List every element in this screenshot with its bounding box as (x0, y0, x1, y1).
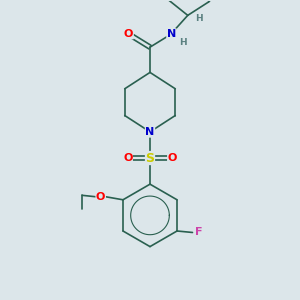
Text: N: N (146, 127, 154, 137)
Text: N: N (167, 29, 176, 39)
Text: O: O (123, 153, 132, 163)
Text: F: F (195, 227, 202, 238)
Text: S: S (146, 152, 154, 164)
Text: O: O (124, 29, 133, 39)
Text: H: H (179, 38, 187, 46)
Text: H: H (195, 14, 203, 23)
Text: O: O (96, 192, 105, 202)
Text: O: O (168, 153, 177, 163)
